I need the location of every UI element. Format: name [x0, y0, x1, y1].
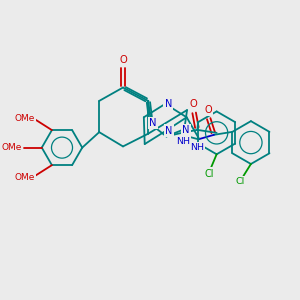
Text: NH: NH — [190, 143, 204, 152]
Text: Cl: Cl — [236, 177, 245, 186]
Text: OMe: OMe — [15, 172, 35, 182]
Text: OMe: OMe — [15, 114, 35, 123]
Text: O: O — [204, 105, 212, 115]
Text: O: O — [119, 55, 127, 64]
Text: NH: NH — [176, 137, 190, 146]
Text: Cl: Cl — [204, 169, 214, 178]
Text: N: N — [165, 126, 173, 136]
Text: O: O — [190, 99, 198, 109]
Text: N: N — [164, 99, 172, 109]
Text: OMe: OMe — [1, 143, 22, 152]
Text: N: N — [149, 118, 156, 128]
Text: N: N — [182, 125, 190, 135]
